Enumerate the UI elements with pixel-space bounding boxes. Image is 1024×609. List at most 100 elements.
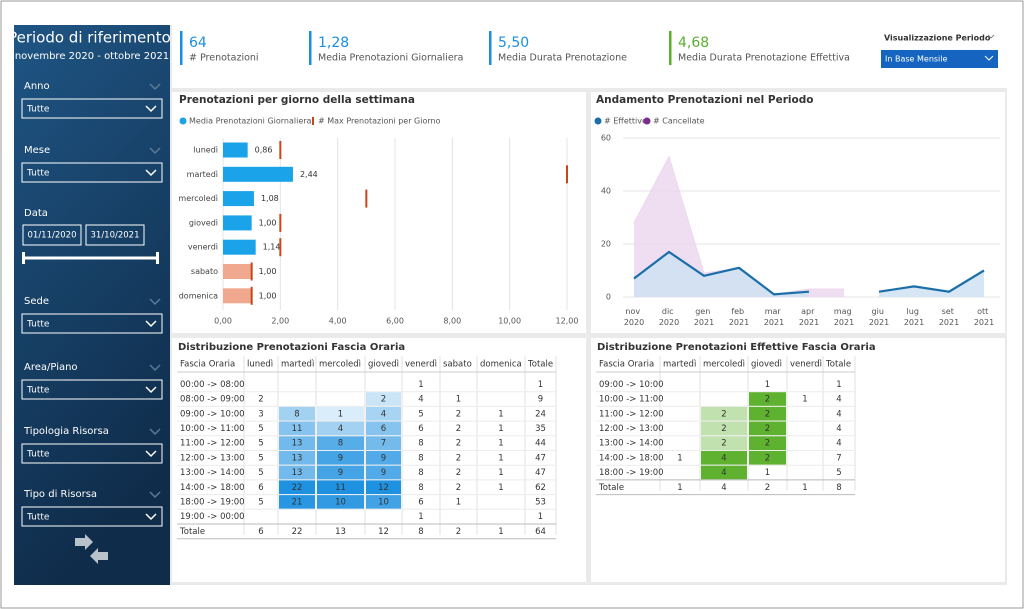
- filter-dropdown[interactable]: [21, 379, 163, 400]
- table-cell: 2: [381, 395, 386, 405]
- table-cell: 22: [292, 527, 303, 537]
- table-cell: 11: [292, 424, 303, 434]
- legend-marker: [594, 117, 602, 125]
- table-cell: 4: [836, 395, 841, 405]
- x-tick-label: apr 2021: [799, 307, 819, 327]
- table-cell: 9: [538, 395, 543, 405]
- legend-label: # Cancellate: [653, 117, 705, 126]
- chevron: [149, 491, 161, 499]
- selector-label: Visualizzazione Periodo: [884, 34, 991, 43]
- filter-dropdown[interactable]: [21, 162, 163, 183]
- table-cell: 2: [456, 439, 461, 449]
- heat-cell: [279, 465, 315, 480]
- table-cell: 2: [258, 395, 263, 405]
- column-header: mercoledì: [319, 360, 361, 370]
- table-title: Distribuzione Prenotazioni Effettive Fas…: [597, 342, 876, 353]
- data-label: 1,08: [261, 194, 279, 203]
- table-cell: 2: [765, 483, 770, 493]
- chevron: [145, 320, 157, 328]
- date-input[interactable]: [85, 224, 145, 246]
- y-tick-label: 20: [601, 240, 611, 249]
- table-cell: 7: [381, 439, 386, 449]
- filter-label: Data: [24, 208, 48, 219]
- chevron: [145, 513, 157, 521]
- legend-label: # Effettive: [604, 117, 647, 126]
- dropdown-value: In Base Mensile: [885, 55, 948, 64]
- table-cell: 4: [836, 409, 841, 419]
- date-input[interactable]: [22, 224, 82, 246]
- heat-cell: [279, 451, 315, 465]
- legend-marker: [312, 117, 314, 125]
- chevron: [149, 83, 161, 91]
- table-cell: 13: [292, 453, 303, 463]
- table-cell: 13: [335, 527, 346, 537]
- table-cell: 19:00 -> 00:00: [180, 512, 245, 522]
- filter-value: Tutte: [26, 450, 50, 460]
- table-cell: 13:00 -> 14:00: [599, 439, 664, 449]
- table-cell: 4: [836, 424, 841, 434]
- table-cell: 9: [338, 453, 343, 463]
- table-cell: 1: [338, 409, 343, 419]
- x-tick-label: gen 2021: [694, 307, 714, 327]
- table-cell: 1: [677, 453, 682, 463]
- table-cell: 9: [338, 468, 343, 478]
- table-cell: 1: [418, 380, 423, 390]
- period-dropdown[interactable]: In Base Mensile: [881, 50, 998, 68]
- table-cell: 62: [535, 483, 546, 493]
- table-cell: 5: [258, 497, 263, 507]
- column-header: Fascia Oraria: [180, 360, 235, 370]
- heat-cell: [701, 451, 747, 465]
- filter-dropdown[interactable]: [21, 98, 163, 119]
- table-cell: 1: [498, 468, 503, 478]
- x-tick-label: nov 2020: [624, 307, 644, 327]
- table-cell: 00:00 -> 08:00: [180, 380, 245, 390]
- table-cell: 8: [418, 453, 423, 463]
- heat-cell: [279, 406, 315, 421]
- filter-dropdown[interactable]: [21, 313, 163, 334]
- table-cell: 6: [258, 483, 263, 493]
- heat-cell: [366, 436, 401, 450]
- heat-cell: [317, 495, 364, 509]
- table-cell: 12: [378, 527, 389, 537]
- x-tick-label: 8,00: [443, 317, 461, 326]
- table-cell: 1: [802, 483, 807, 493]
- table-cell: 2: [765, 395, 770, 405]
- x-tick-label: mar 2021: [764, 307, 784, 327]
- chevron: [149, 364, 161, 372]
- table-cell: 10:00 -> 11:00: [599, 395, 664, 405]
- y-tick-label: sabato: [191, 267, 218, 276]
- kpi-value: 1,28: [318, 35, 349, 51]
- table-cell: 44: [535, 439, 546, 449]
- column-header: martedì: [281, 360, 314, 370]
- legend-label: # Max Prenotazioni per Giorno: [318, 117, 441, 126]
- legend-marker: [643, 117, 651, 125]
- sync-icon[interactable]: [75, 534, 108, 564]
- data-label: 2,44: [300, 170, 318, 179]
- heat-cell: [701, 465, 747, 480]
- x-tick-label: set 2021: [939, 307, 959, 327]
- table-cell: 2: [456, 527, 461, 537]
- table-cell: 5: [258, 453, 263, 463]
- table-cell: 2: [765, 424, 770, 434]
- table-cell: 1: [765, 380, 770, 390]
- kpi-label: Media Durata Prenotazione: [498, 53, 627, 64]
- chart-title: Prenotazioni per giorno della settimana: [179, 94, 415, 106]
- slider-handle[interactable]: [22, 252, 25, 264]
- table-cell: 9: [381, 453, 386, 463]
- data-label: 0,86: [255, 146, 273, 155]
- column-header: lunedì: [247, 360, 273, 370]
- table-cell: 1: [802, 395, 807, 405]
- slider-handle[interactable]: [156, 252, 159, 264]
- bar: [223, 166, 293, 182]
- table-cell: 6: [258, 527, 263, 537]
- filter-dropdown[interactable]: [21, 506, 163, 527]
- legend-marker: [179, 117, 187, 125]
- filter-value: Tutte: [26, 386, 50, 396]
- heat-cell: [366, 421, 401, 436]
- filter-dropdown[interactable]: [21, 443, 163, 464]
- chevron: [145, 450, 157, 458]
- table-cell: 11:00 -> 12:00: [599, 409, 664, 419]
- y-tick-label: giovedì: [189, 218, 218, 227]
- data-label: 1,00: [259, 291, 277, 300]
- table-cell: 35: [535, 424, 546, 434]
